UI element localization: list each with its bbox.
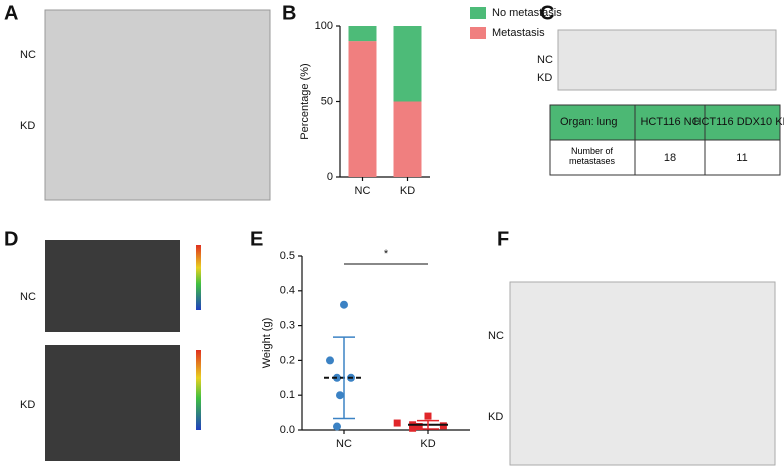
y-tick-label: 0.2 xyxy=(280,354,295,366)
data-point xyxy=(336,391,344,400)
legend-label: Metastasis xyxy=(492,27,545,39)
panel-label: C xyxy=(540,2,554,24)
photo xyxy=(557,29,777,91)
y-tick-label: 50 xyxy=(321,95,333,107)
x-tick-label: KD xyxy=(400,185,415,197)
bar-segment xyxy=(348,41,377,177)
table-row xyxy=(549,139,781,176)
y-tick-label: 0.5 xyxy=(280,250,295,262)
photo xyxy=(509,281,776,466)
row-label: KD xyxy=(537,72,552,84)
bar-segment xyxy=(393,26,422,102)
panel-label: A xyxy=(4,2,18,24)
y-tick-label: 0.0 xyxy=(280,424,295,436)
photo xyxy=(45,345,180,461)
y-axis-label: Percentage (%) xyxy=(299,63,311,139)
panel-label: E xyxy=(250,228,263,250)
data-point xyxy=(326,356,334,365)
y-tick-label: 0.4 xyxy=(280,285,295,297)
data-point xyxy=(424,412,432,420)
data-point xyxy=(340,300,348,309)
row-label: NC xyxy=(20,291,36,303)
row-label: NC xyxy=(488,330,504,342)
data-point xyxy=(393,419,401,427)
row-label: KD xyxy=(488,411,503,423)
data-point xyxy=(333,422,341,431)
cell-text: Number of metastases xyxy=(568,146,616,166)
panel-label: B xyxy=(282,2,296,24)
x-tick-label: KD xyxy=(420,438,435,450)
photo xyxy=(44,9,271,201)
color-scale xyxy=(196,350,201,430)
panel-label: D xyxy=(4,228,18,250)
table-cell: 18 xyxy=(664,152,676,164)
legend-label: No metastasis xyxy=(492,7,562,19)
table-header xyxy=(549,104,781,141)
table-cell: HCT116 NC xyxy=(640,116,699,128)
y-tick-label: 0 xyxy=(327,171,333,183)
y-tick-label: 100 xyxy=(315,20,333,32)
row-label: NC xyxy=(537,54,553,66)
x-tick-label: NC xyxy=(336,438,352,450)
y-tick-label: 0.1 xyxy=(280,389,295,401)
data-point xyxy=(439,422,447,430)
table-cell: Organ: lung xyxy=(560,116,617,128)
table-cell: HCT116 DDX10 KD xyxy=(694,116,784,128)
row-label: NC xyxy=(20,49,36,61)
panel-label: F xyxy=(497,228,509,250)
y-tick-label: 0.3 xyxy=(280,320,295,332)
y-axis-label: Weight (g) xyxy=(261,318,273,369)
row-label: KD xyxy=(20,399,35,411)
photo xyxy=(45,240,180,332)
bar-segment xyxy=(348,26,377,42)
significance-label: * xyxy=(384,248,389,260)
table-cell: 11 xyxy=(736,152,747,164)
x-tick-label: NC xyxy=(355,185,371,197)
table-cell: Number of metastases xyxy=(568,146,616,166)
data-point xyxy=(415,423,423,431)
bar-segment xyxy=(393,101,422,177)
row-label: KD xyxy=(20,120,35,132)
data-point xyxy=(409,424,417,432)
legend-swatch xyxy=(470,7,486,19)
legend-swatch xyxy=(470,27,486,39)
color-scale xyxy=(196,245,201,310)
